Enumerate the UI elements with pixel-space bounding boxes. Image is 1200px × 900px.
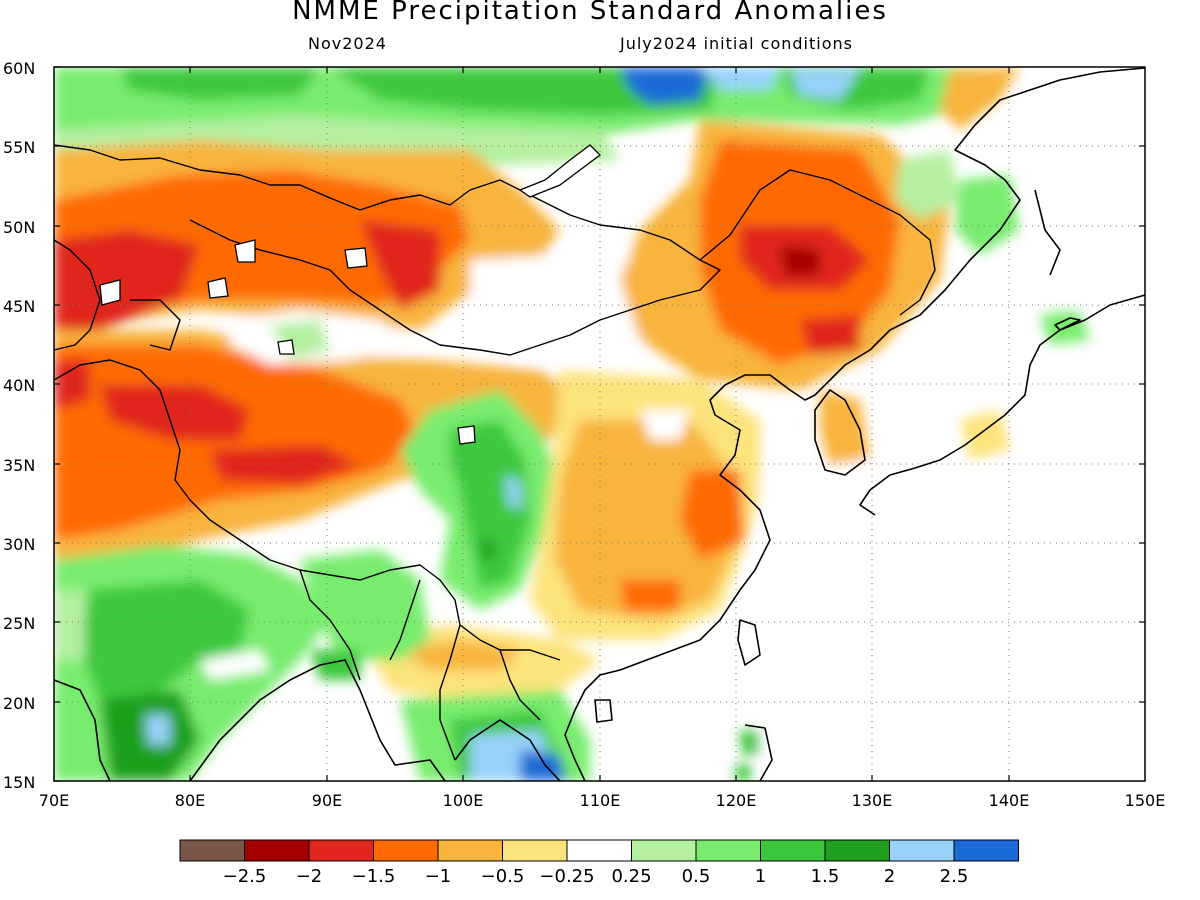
lakes	[99, 144, 601, 445]
lon-label: 90E	[312, 791, 342, 810]
colorbar-swatch	[373, 839, 439, 862]
colorbar-swatch	[760, 839, 826, 862]
grid-lines	[54, 67, 1145, 781]
borders	[54, 144, 936, 761]
colorbar-label: −2	[296, 866, 323, 887]
colorbar: −2.5 −2 −1.5 −1 −0.5 −0.25 0.25 0.5 1 1.5 2 2.5	[179, 839, 1019, 887]
colorbar-label: 2	[884, 866, 895, 887]
anomaly-field	[54, 67, 1145, 781]
colorbar-label: 1.5	[811, 866, 840, 887]
colorbar-label: −0.25	[539, 866, 594, 887]
colorbar-swatch	[244, 839, 310, 862]
colorbar-swatch	[695, 839, 761, 862]
lon-label: 150E	[1125, 791, 1166, 810]
colorbar-swatch	[953, 839, 1019, 862]
longitude-labels: 70E 80E 90E 100E 110E 120E 130E 140E 150…	[39, 791, 1166, 810]
forecast-month: Nov2024	[308, 34, 387, 53]
lon-label: 110E	[580, 791, 621, 810]
lon-label: 100E	[443, 791, 484, 810]
lat-label: 55N	[3, 138, 35, 157]
lat-label: 40N	[3, 376, 35, 395]
colorbar-label: −2.5	[223, 866, 267, 887]
lat-label: 35N	[3, 456, 35, 475]
colorbar-label: 0.25	[611, 866, 651, 887]
axis-ticks	[53, 66, 1145, 782]
latitude-labels: 60N 55N 50N 45N 40N 35N 30N 25N 20N 15N	[3, 59, 35, 792]
colorbar-label: 0.5	[682, 866, 711, 887]
colorbar-swatch	[502, 839, 568, 862]
colorbar-swatch	[631, 839, 697, 862]
colorbar-label: 1	[755, 866, 766, 887]
lon-label: 120E	[716, 791, 757, 810]
colorbar-swatch	[824, 839, 890, 862]
lat-label: 30N	[3, 535, 35, 554]
coastlines	[54, 67, 1145, 781]
colorbar-swatch	[308, 839, 374, 862]
lat-label: 15N	[3, 773, 35, 792]
colorbar-swatch	[437, 839, 503, 862]
lat-label: 25N	[3, 614, 35, 633]
colorbar-swatch	[179, 839, 245, 862]
colorbar-label: −0.5	[481, 866, 525, 887]
initial-conditions: July2024 initial conditions	[620, 34, 853, 53]
colorbar-label: 2.5	[940, 866, 969, 887]
lon-label: 130E	[852, 791, 893, 810]
lon-label: 140E	[989, 791, 1030, 810]
colorbar-swatch	[566, 839, 632, 862]
lat-label: 20N	[3, 694, 35, 713]
colorbar-swatch	[889, 839, 955, 862]
lon-label: 80E	[175, 791, 205, 810]
colorbar-label: −1.5	[352, 866, 396, 887]
lon-label: 70E	[39, 791, 69, 810]
map-title: NMME Precipitation Standard Anomalies	[292, 0, 888, 26]
lat-label: 45N	[3, 297, 35, 316]
colorbar-label: −1	[425, 866, 452, 887]
lat-label: 60N	[3, 59, 35, 78]
lat-label: 50N	[3, 218, 35, 237]
